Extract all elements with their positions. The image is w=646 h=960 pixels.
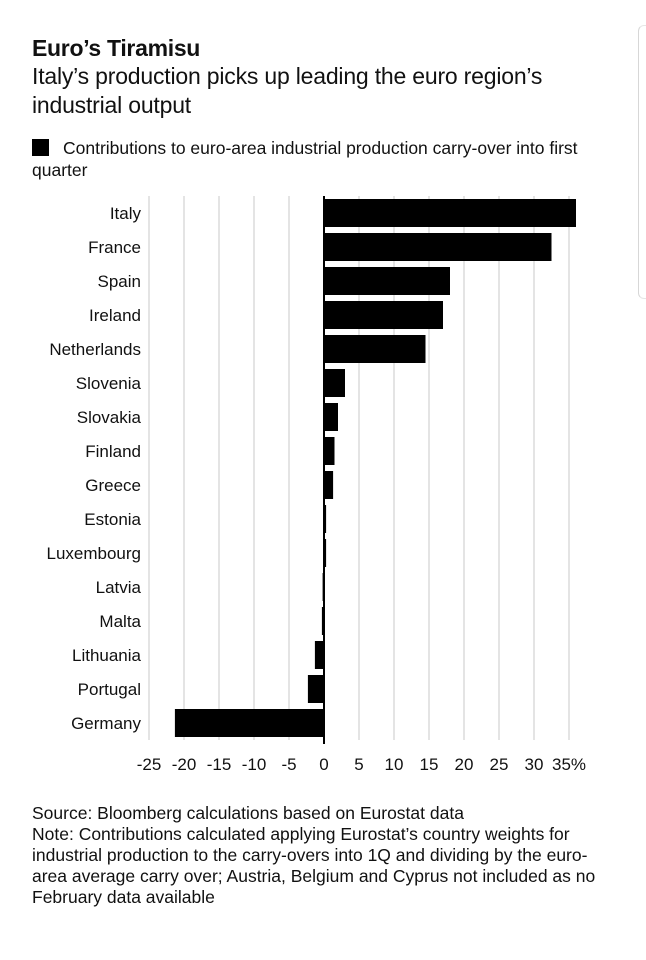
category-label: Malta <box>99 612 141 631</box>
bar <box>324 539 327 567</box>
footnotes: Source: Bloomberg calculations based on … <box>32 803 622 908</box>
x-tick-label: 10 <box>385 755 404 774</box>
x-tick-label: -15 <box>207 755 232 774</box>
bar <box>324 233 552 261</box>
bar <box>324 199 576 227</box>
x-tick-label: 20 <box>455 755 474 774</box>
category-label: Slovenia <box>76 374 142 393</box>
bar-chart: Italy France Spain Ireland Netherlands Sloven… <box>46 196 586 774</box>
bar <box>321 607 324 635</box>
bar <box>307 675 324 703</box>
category-label: France <box>88 238 141 257</box>
x-tick-label: -5 <box>281 755 296 774</box>
source-note: Source: Bloomberg calculations based on … <box>32 803 464 823</box>
x-tick-label: 30 <box>525 755 544 774</box>
x-tick-label: 0 <box>319 755 328 774</box>
scrollbar[interactable] <box>638 25 646 299</box>
bar <box>324 437 335 465</box>
bar <box>324 369 345 397</box>
category-label: Netherlands <box>49 340 141 359</box>
bar <box>324 335 426 363</box>
bar <box>324 403 338 431</box>
category-label: Germany <box>71 714 141 733</box>
category-label: Ireland <box>89 306 141 325</box>
chart-title: Euro’s Tiramisu <box>32 35 201 61</box>
chart-subtitle: Italy’s production picks up leading the … <box>32 63 543 118</box>
x-tick-label: -25 <box>137 755 162 774</box>
category-label: Estonia <box>84 510 141 529</box>
category-label: Luxembourg <box>46 544 141 563</box>
bar <box>324 267 450 295</box>
legend-label: Contributions to euro-area industrial pr… <box>32 138 578 180</box>
bar <box>324 505 327 533</box>
category-label: Portugal <box>78 680 141 699</box>
methodology-note: Note: Contributions calculated applying … <box>32 824 596 907</box>
x-tick-label: -10 <box>242 755 267 774</box>
x-tick-label: 15 <box>420 755 439 774</box>
x-tick-label: 35% <box>552 755 586 774</box>
bar <box>324 301 443 329</box>
legend-swatch <box>32 139 49 156</box>
x-tick-label: 5 <box>354 755 363 774</box>
x-tick-label: 25 <box>490 755 509 774</box>
category-label: Italy <box>110 204 142 223</box>
bar <box>324 471 334 499</box>
category-label: Lithuania <box>72 646 142 665</box>
category-label: Latvia <box>96 578 142 597</box>
legend: Contributions to euro-area industrial pr… <box>32 137 622 181</box>
bar <box>174 709 324 737</box>
bar <box>314 641 324 669</box>
x-tick-label: -20 <box>172 755 197 774</box>
category-label: Finland <box>85 442 141 461</box>
category-label: Spain <box>98 272 141 291</box>
category-label: Slovakia <box>77 408 142 427</box>
category-label: Greece <box>85 476 141 495</box>
